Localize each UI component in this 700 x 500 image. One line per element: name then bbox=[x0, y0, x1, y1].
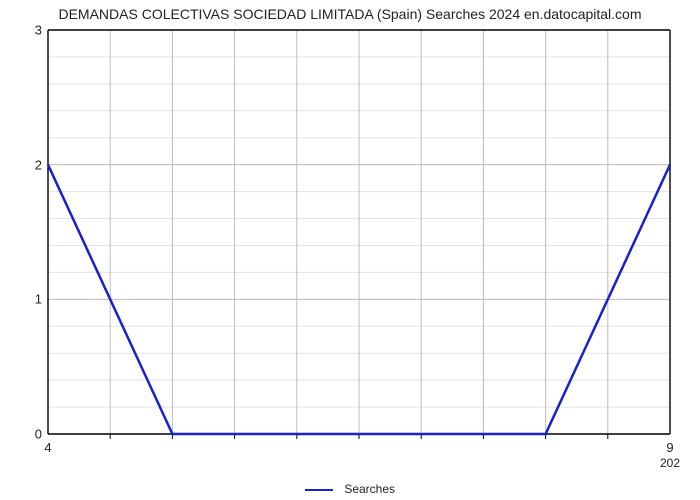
legend-label: Searches bbox=[344, 482, 395, 496]
chart-title: DEMANDAS COLECTIVAS SOCIEDAD LIMITADA (S… bbox=[0, 6, 700, 22]
x-tick-label: 9 bbox=[666, 440, 673, 455]
line-chart-svg bbox=[48, 30, 670, 434]
legend-swatch bbox=[305, 489, 333, 491]
y-tick-label: 3 bbox=[14, 23, 42, 38]
y-tick-label: 2 bbox=[14, 157, 42, 172]
y-tick-label: 1 bbox=[14, 292, 42, 307]
y-tick-label: 0 bbox=[14, 427, 42, 442]
x-tick-label: 4 bbox=[44, 440, 51, 455]
x-tick-sublabel: 202 bbox=[660, 456, 680, 470]
plot-area bbox=[48, 30, 670, 434]
chart-container: DEMANDAS COLECTIVAS SOCIEDAD LIMITADA (S… bbox=[0, 0, 700, 500]
legend: Searches bbox=[0, 482, 700, 496]
